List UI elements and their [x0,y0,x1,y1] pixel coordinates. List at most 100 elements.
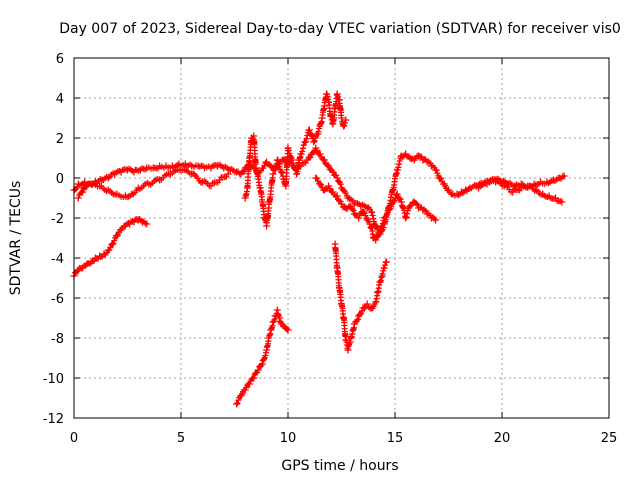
data-point [410,156,418,164]
data-point-fill [416,204,425,211]
data-point-fill [340,315,349,340]
data-point-fill [507,179,517,190]
data-point-fill [93,255,102,262]
data-point-fill [165,164,174,171]
data-point-fill [352,316,361,325]
data-point-fill [539,180,548,187]
data-point [79,188,87,196]
data-point-fill [322,160,331,169]
data-point-fill [373,230,383,241]
data-point [113,232,121,240]
data-point-fill [80,184,89,192]
data-point-fill [183,161,194,169]
data-point [342,116,350,124]
data-point-fill [382,259,389,269]
data-point-fill [318,182,327,194]
data-point-fill [551,174,562,185]
data-point-fill [513,181,523,189]
data-point-fill [235,168,243,177]
data-point-fill [429,214,438,222]
data-point-fill [365,204,374,213]
x-tick-label: 5 [177,431,185,446]
series-upper-spikes [241,90,350,230]
data-point-fill [76,189,85,198]
data-point-fill [360,209,370,222]
data-point-fill [313,147,323,158]
data-point-fill [315,118,325,135]
data-point [233,400,241,408]
data-point [432,216,440,224]
data-point-fill [136,179,151,193]
data-point-fill [442,182,451,194]
data-point-fill [532,180,542,188]
data-point-fill [260,159,269,172]
data-point-fill [274,310,282,319]
data-point-fill [256,362,265,370]
data-point-fill [72,268,81,276]
grid [74,58,609,418]
data-point-fill [119,222,127,232]
data-point [104,174,112,182]
y-tick-label: -10 [43,372,64,387]
data-point-fill [416,153,425,160]
data-point-fill [98,253,106,261]
data-point [333,192,341,200]
data-point-fill [259,349,269,364]
data-point [143,220,151,228]
y-tick-label: -2 [51,212,64,227]
x-tick-label: 0 [70,431,78,446]
data-point [310,138,318,146]
data-point [560,172,568,180]
data-point [532,186,540,194]
data-point-fill [266,330,274,339]
data-point-fill [126,165,136,175]
data-point-fill [178,162,187,169]
data-point-fill [344,203,352,212]
y-tick-label: 0 [56,172,64,187]
data-point-fill [547,195,557,202]
data-point-fill [265,161,273,168]
x-tick-label: 25 [601,431,618,446]
data-point-fill [335,177,344,188]
data-point [224,170,232,178]
data-point-fill [403,203,413,220]
data-point-fill [285,147,295,162]
data-point-fill [408,155,416,163]
data-point [436,174,444,182]
data-point-fill [145,164,155,172]
data-point-fill [349,324,357,334]
data-point-fill [404,153,412,160]
data-point-fill [147,176,161,188]
data-point-fill [464,185,472,194]
data-point-fill [429,162,438,171]
data-point-fill [277,156,286,165]
data-point-fill [244,157,253,190]
data-point-fill [339,204,348,211]
y-axis-label: SDTVAR / TECUs [8,181,24,296]
data-point [393,190,401,198]
data-point-fill [347,333,355,342]
data-point-fill [459,188,468,197]
data-point-fill [425,210,433,219]
data-point-fill [345,340,353,350]
data-point-fill [331,171,340,179]
data-point-fill [486,178,497,186]
data-point-fill [425,158,433,167]
data-point-fill [332,244,341,271]
data-point [254,366,262,374]
data-point-fill [558,173,566,182]
data-point-fill [138,165,149,173]
data-point-fill [209,179,221,187]
data-point-fill [90,180,101,190]
series-left-offset-branch [74,166,232,202]
data-point-fill [299,159,309,167]
data-point-fill [85,260,93,267]
data-point-fill [520,183,531,191]
data-point-fill [190,162,199,170]
data-point-fill [511,186,523,194]
data-point-fill [277,318,284,326]
data-point-fill [263,207,272,226]
data-point-fill [399,152,408,160]
y-tick-label: -4 [51,252,64,267]
data-point-fill [341,120,349,129]
